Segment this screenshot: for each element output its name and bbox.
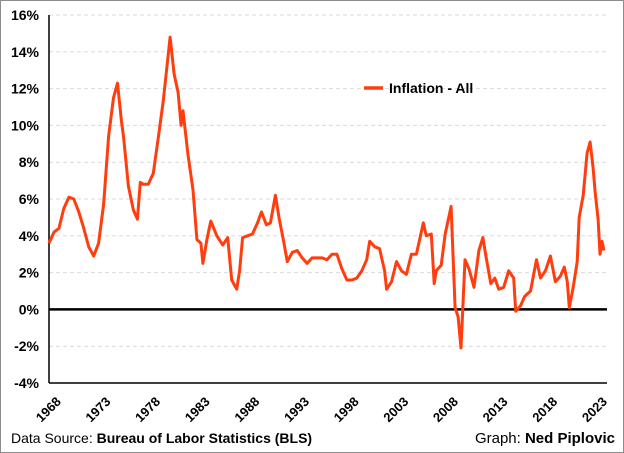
x-tick-label: 2018 <box>529 394 560 425</box>
x-tick-label: 1998 <box>331 394 362 425</box>
data-source-note: Data Source: Bureau of Labor Statistics … <box>11 430 312 446</box>
legend-label: Inflation - All <box>389 80 473 96</box>
x-tick-label: 1973 <box>82 394 113 425</box>
x-tick-label: 2013 <box>480 394 511 425</box>
x-tick-label: 2008 <box>430 394 461 425</box>
x-tick-label: 2003 <box>380 394 411 425</box>
y-tick-label: -4% <box>14 375 39 391</box>
y-tick-label: 4% <box>19 228 40 244</box>
y-tick-label: 8% <box>19 154 40 170</box>
x-tick-label: 1978 <box>132 394 163 425</box>
y-tick-label: 16% <box>11 7 40 23</box>
y-tick-label: 14% <box>11 44 40 60</box>
source-prefix: Data Source: <box>11 430 97 446</box>
y-tick-label: 0% <box>19 301 40 317</box>
graph-credit: Graph: Ned Piplovic <box>475 430 615 447</box>
legend: Inflation - All <box>364 80 473 96</box>
x-axis-ticks: 1968 1973 1978 1983 1988 1993 1998 2003 2008 2013… <box>33 394 610 425</box>
y-tick-label: 2% <box>19 265 40 281</box>
credit-prefix: Graph: <box>474 430 525 447</box>
y-tick-label: -2% <box>14 338 39 354</box>
x-tick-label: 1993 <box>281 394 312 425</box>
credit-name: Ned Piplovic <box>524 430 615 447</box>
gridlines <box>49 14 607 347</box>
y-tick-label: 12% <box>11 81 40 97</box>
y-tick-label: 10% <box>11 117 40 133</box>
series-group <box>47 35 606 350</box>
x-tick-label: 2023 <box>579 394 610 425</box>
x-tick-label: 1968 <box>33 394 64 425</box>
x-tick-label: 1988 <box>231 394 262 425</box>
series-line-inflation-all <box>47 35 606 350</box>
y-axis-ticks: -4% -2% 0% 2% 4% 6% 8% 10% 12% 14% 16% <box>11 7 40 391</box>
y-tick-label: 6% <box>19 191 40 207</box>
x-tick-label: 1983 <box>182 394 213 425</box>
source-name: Bureau of Labor Statistics (BLS) <box>96 430 313 446</box>
